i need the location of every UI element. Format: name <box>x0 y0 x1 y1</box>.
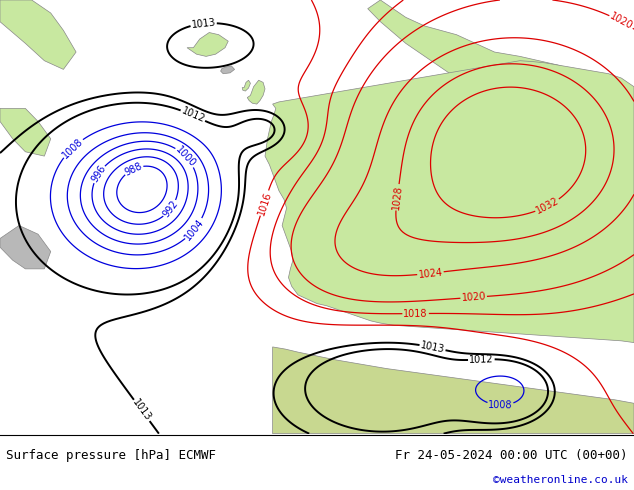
Polygon shape <box>0 225 51 269</box>
Text: 1013: 1013 <box>191 17 216 30</box>
Text: Surface pressure [hPa] ECMWF: Surface pressure [hPa] ECMWF <box>6 448 216 462</box>
Polygon shape <box>0 108 51 156</box>
Text: 1013: 1013 <box>131 397 153 423</box>
Text: 1016: 1016 <box>256 190 273 216</box>
Text: 1008: 1008 <box>488 400 513 410</box>
Text: 1008: 1008 <box>60 136 85 160</box>
Text: 996: 996 <box>89 164 108 184</box>
Polygon shape <box>368 0 590 113</box>
Polygon shape <box>273 347 634 434</box>
Text: 1000: 1000 <box>174 145 198 169</box>
Polygon shape <box>265 61 634 343</box>
Text: 1020: 1020 <box>461 292 486 303</box>
Text: 1012: 1012 <box>469 354 494 365</box>
Text: 1032: 1032 <box>534 196 560 216</box>
Text: 1024: 1024 <box>418 267 443 280</box>
Text: 1012: 1012 <box>179 106 206 125</box>
Text: Fr 24-05-2024 00:00 UTC (00+00): Fr 24-05-2024 00:00 UTC (00+00) <box>395 448 628 462</box>
Text: 1004: 1004 <box>183 217 206 242</box>
Text: 1013: 1013 <box>420 340 446 355</box>
Text: 992: 992 <box>161 198 180 219</box>
Text: 1018: 1018 <box>403 309 428 318</box>
Text: 988: 988 <box>123 161 144 177</box>
Polygon shape <box>187 32 228 56</box>
Text: 1020: 1020 <box>608 11 634 32</box>
Polygon shape <box>0 0 76 70</box>
Polygon shape <box>242 80 250 91</box>
Polygon shape <box>247 80 265 104</box>
Text: 1028: 1028 <box>391 184 404 210</box>
Text: ©weatheronline.co.uk: ©weatheronline.co.uk <box>493 475 628 485</box>
Polygon shape <box>221 66 235 74</box>
